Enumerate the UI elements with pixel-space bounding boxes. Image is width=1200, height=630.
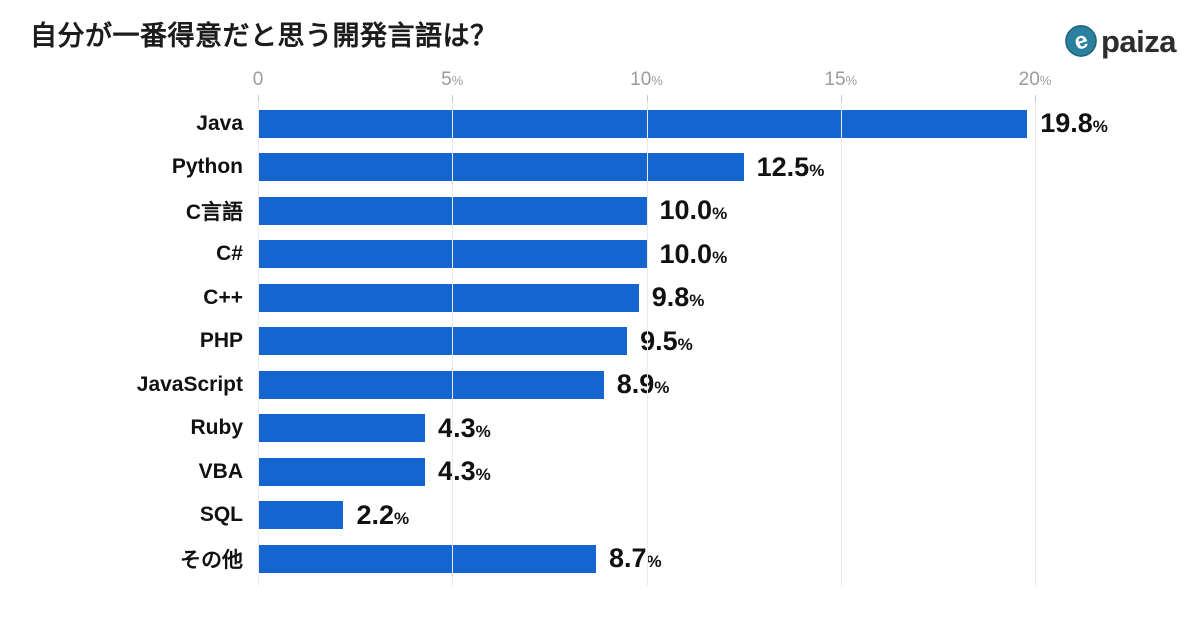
bar <box>258 283 639 312</box>
gridline <box>258 102 259 586</box>
bar <box>258 544 596 573</box>
gridline <box>1035 102 1036 586</box>
value-label: 8.9% <box>616 369 670 399</box>
category-label: PHP <box>199 329 243 353</box>
axis-tick-mark <box>840 95 842 102</box>
paiza-logo-text: paiza <box>1100 23 1177 59</box>
bar <box>258 327 628 355</box>
bar-row: VBA 4.3% <box>199 450 1035 494</box>
value-label: 9.8% <box>651 282 705 312</box>
axis-tick-mark <box>1035 95 1036 102</box>
value-label: 4.3% <box>438 456 491 486</box>
value-label: 8.7% <box>608 543 662 573</box>
bar <box>258 457 426 486</box>
category-label: C言語 <box>185 200 243 224</box>
bar-row: Python 12.5% <box>172 146 1035 190</box>
plot-area: Java 19.8% Python 12.5% C言語 10.0% C# 10.0% C++ 9.… <box>137 102 1108 586</box>
bar <box>258 501 344 529</box>
bar-row: SQL 2.2% <box>200 494 1035 538</box>
category-label: SQL <box>199 503 243 527</box>
bar <box>258 153 744 181</box>
axis-tick-label: 15% <box>824 69 858 90</box>
category-label: JavaScript <box>136 372 243 396</box>
category-label: その他 <box>180 548 243 572</box>
value-label: 9.5% <box>640 325 693 356</box>
bar-row: JavaScript 8.9% <box>137 363 1035 407</box>
bar <box>258 109 1028 138</box>
axis-tick-label: 5% <box>441 69 464 90</box>
header: 自分が一番得意だと思う開発言語は？ e paiza <box>0 0 1200 57</box>
category-label: Python <box>171 155 243 179</box>
category-label: VBA <box>198 459 243 483</box>
gridline <box>646 102 648 586</box>
value-label: 12.5% <box>756 151 825 182</box>
axis-tick-mark <box>258 95 259 102</box>
axis-tick-label: 10% <box>630 69 663 90</box>
category-label: Java <box>196 111 243 135</box>
bar <box>258 370 604 399</box>
paiza-logo: e paiza <box>1064 23 1177 59</box>
value-label: 4.3% <box>438 412 491 443</box>
x-axis: 0 5% 10% 15% 20% <box>253 69 1051 102</box>
axis-tick-mark <box>452 95 454 102</box>
bar-row: Java 19.8% <box>196 102 1108 146</box>
bar-row: Ruby 4.3% <box>191 407 1035 451</box>
axis-tick-mark <box>646 95 648 102</box>
value-label: 19.8% <box>1040 108 1108 138</box>
bar-row: その他 8.7% <box>180 537 1035 581</box>
gridline <box>452 102 454 586</box>
axis-tick-label: 0 <box>252 69 264 90</box>
category-label: C++ <box>203 285 243 309</box>
bar <box>258 414 426 442</box>
axis-tick-label: 20% <box>1018 69 1052 90</box>
bar-row: C++ 9.8% <box>203 276 1035 320</box>
bar-chart: 0 5% 10% 15% 20% Java 19.8% Python 12.5% C言語 10.0… <box>0 69 1200 586</box>
page-title: 自分が一番得意だと思う開発言語は？ <box>30 21 498 51</box>
value-label: 10.0% <box>659 238 728 269</box>
value-label: 10.0% <box>659 195 728 225</box>
paiza-logo-icon: e <box>1065 25 1097 57</box>
category-label: Ruby <box>190 416 244 440</box>
gridline <box>840 102 842 586</box>
bar-row: PHP 9.5% <box>200 320 1035 364</box>
value-label: 2.2% <box>356 499 410 530</box>
category-label: C# <box>216 242 243 266</box>
